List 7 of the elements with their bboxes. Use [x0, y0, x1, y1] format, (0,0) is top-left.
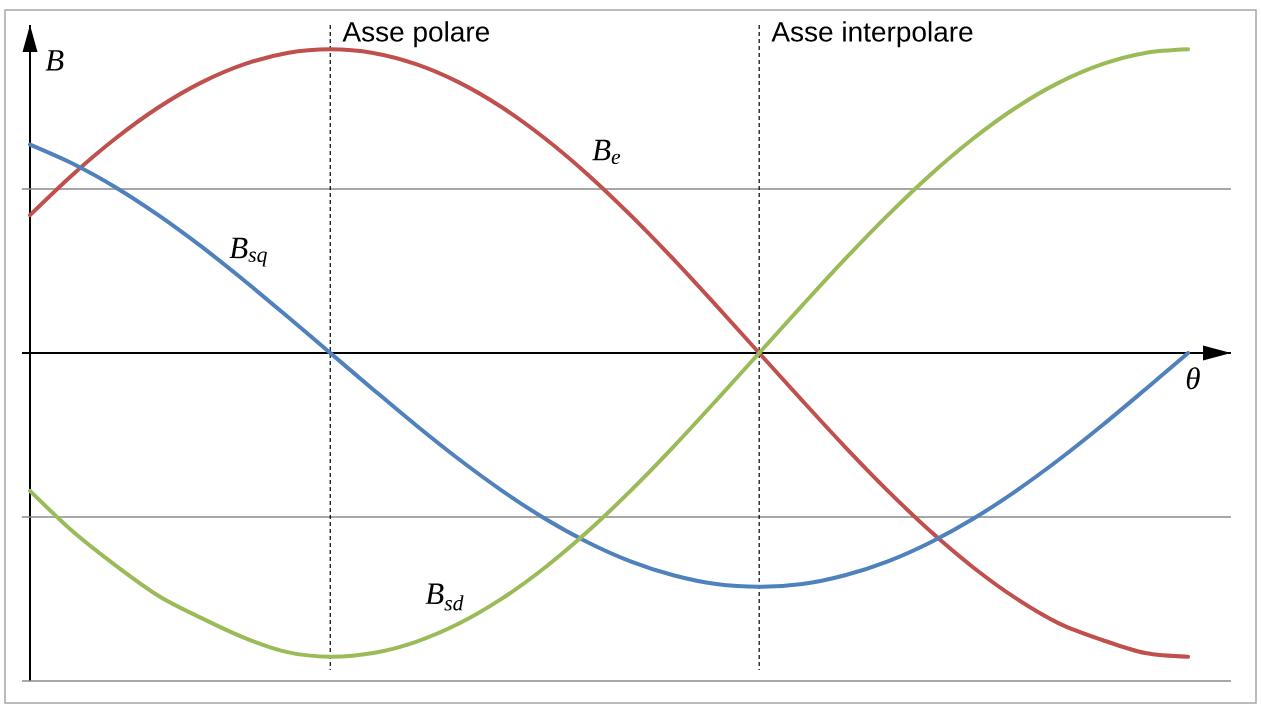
x-axis-title: θ	[1186, 367, 1200, 390]
y-axis-title: B	[45, 50, 64, 71]
text: Asse polare	[342, 21, 490, 48]
series-label: B$_{sd}$	[425, 583, 464, 611]
text: Asse interpolare	[771, 21, 973, 48]
series-label: B$_{sq}$	[229, 237, 267, 267]
series-label: B$_{e}$	[592, 139, 621, 165]
